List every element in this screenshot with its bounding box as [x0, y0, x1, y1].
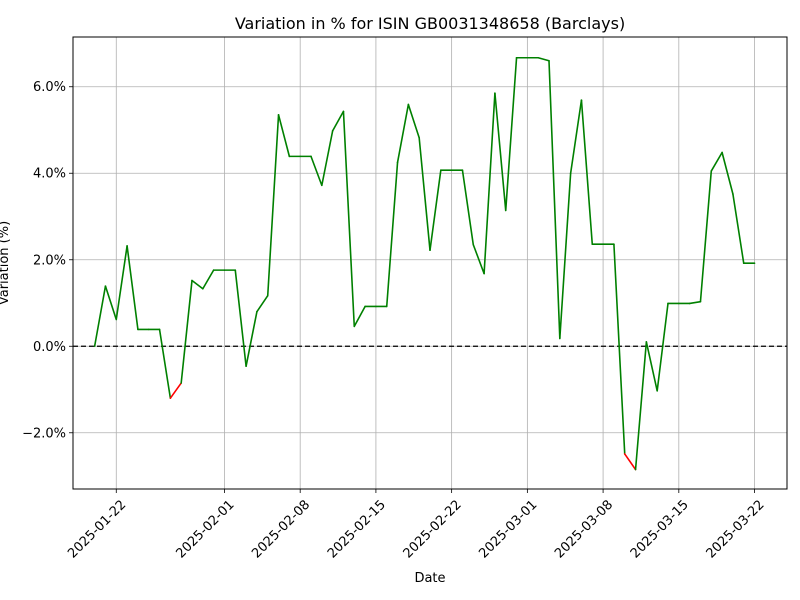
line-segment	[93, 285, 107, 348]
line-segment	[321, 130, 334, 187]
line-segment	[461, 169, 475, 246]
y-tick-label: 2.0%	[33, 253, 66, 268]
line-segment	[710, 151, 723, 172]
line-segment	[331, 110, 345, 132]
line-segment	[429, 169, 442, 252]
line-segment	[537, 56, 550, 62]
line-segment	[191, 279, 204, 290]
plot-frame	[72, 36, 788, 490]
line-segment	[732, 193, 745, 265]
line-segment	[494, 92, 507, 212]
line-segment	[396, 103, 410, 164]
series-line	[93, 56, 756, 471]
line-segment	[169, 382, 182, 399]
line-segment	[472, 243, 485, 275]
line-segment	[115, 245, 128, 321]
line-segment	[353, 305, 366, 328]
y-axis-title: Variation (%)	[0, 221, 12, 305]
line-segment	[342, 110, 356, 328]
x-axis-title: Date	[414, 571, 445, 586]
line-segment	[202, 269, 215, 290]
line-segment	[569, 99, 583, 175]
y-tick-label: 6.0%	[33, 80, 66, 95]
y-tick-label: −2.0%	[22, 426, 66, 441]
line-segment	[256, 294, 269, 313]
line-segment	[645, 341, 658, 392]
line-segment	[623, 453, 637, 471]
line-segment	[407, 103, 420, 139]
line-segment	[180, 279, 193, 384]
line-segment	[580, 99, 594, 245]
line-segment	[613, 243, 626, 455]
line-segment	[559, 172, 572, 340]
line-segment	[418, 136, 431, 252]
line-segment	[266, 114, 280, 297]
line-segment	[277, 114, 291, 158]
line-segment	[656, 302, 669, 392]
line-segment	[158, 328, 172, 399]
line-segment	[245, 310, 258, 367]
y-axis: −2.0% 0.0% 2.0% 4.0% 6.0%	[22, 80, 73, 441]
line-segment	[721, 151, 734, 195]
line-segment	[699, 170, 713, 303]
y-tick-label: 4.0%	[33, 167, 66, 182]
chart-title: Variation in % for ISIN GB0031348658 (Ba…	[235, 14, 625, 33]
line-segment	[234, 269, 247, 367]
line-segment	[483, 92, 496, 275]
y-tick-label: 0.0%	[33, 340, 66, 355]
line-segment	[104, 285, 118, 321]
line-segment	[310, 155, 323, 187]
line-segment	[634, 341, 648, 471]
line-segment	[688, 300, 702, 305]
line-segment	[504, 56, 518, 212]
line-segment	[548, 59, 561, 340]
line-segment	[385, 161, 399, 308]
line-segment	[126, 245, 139, 331]
